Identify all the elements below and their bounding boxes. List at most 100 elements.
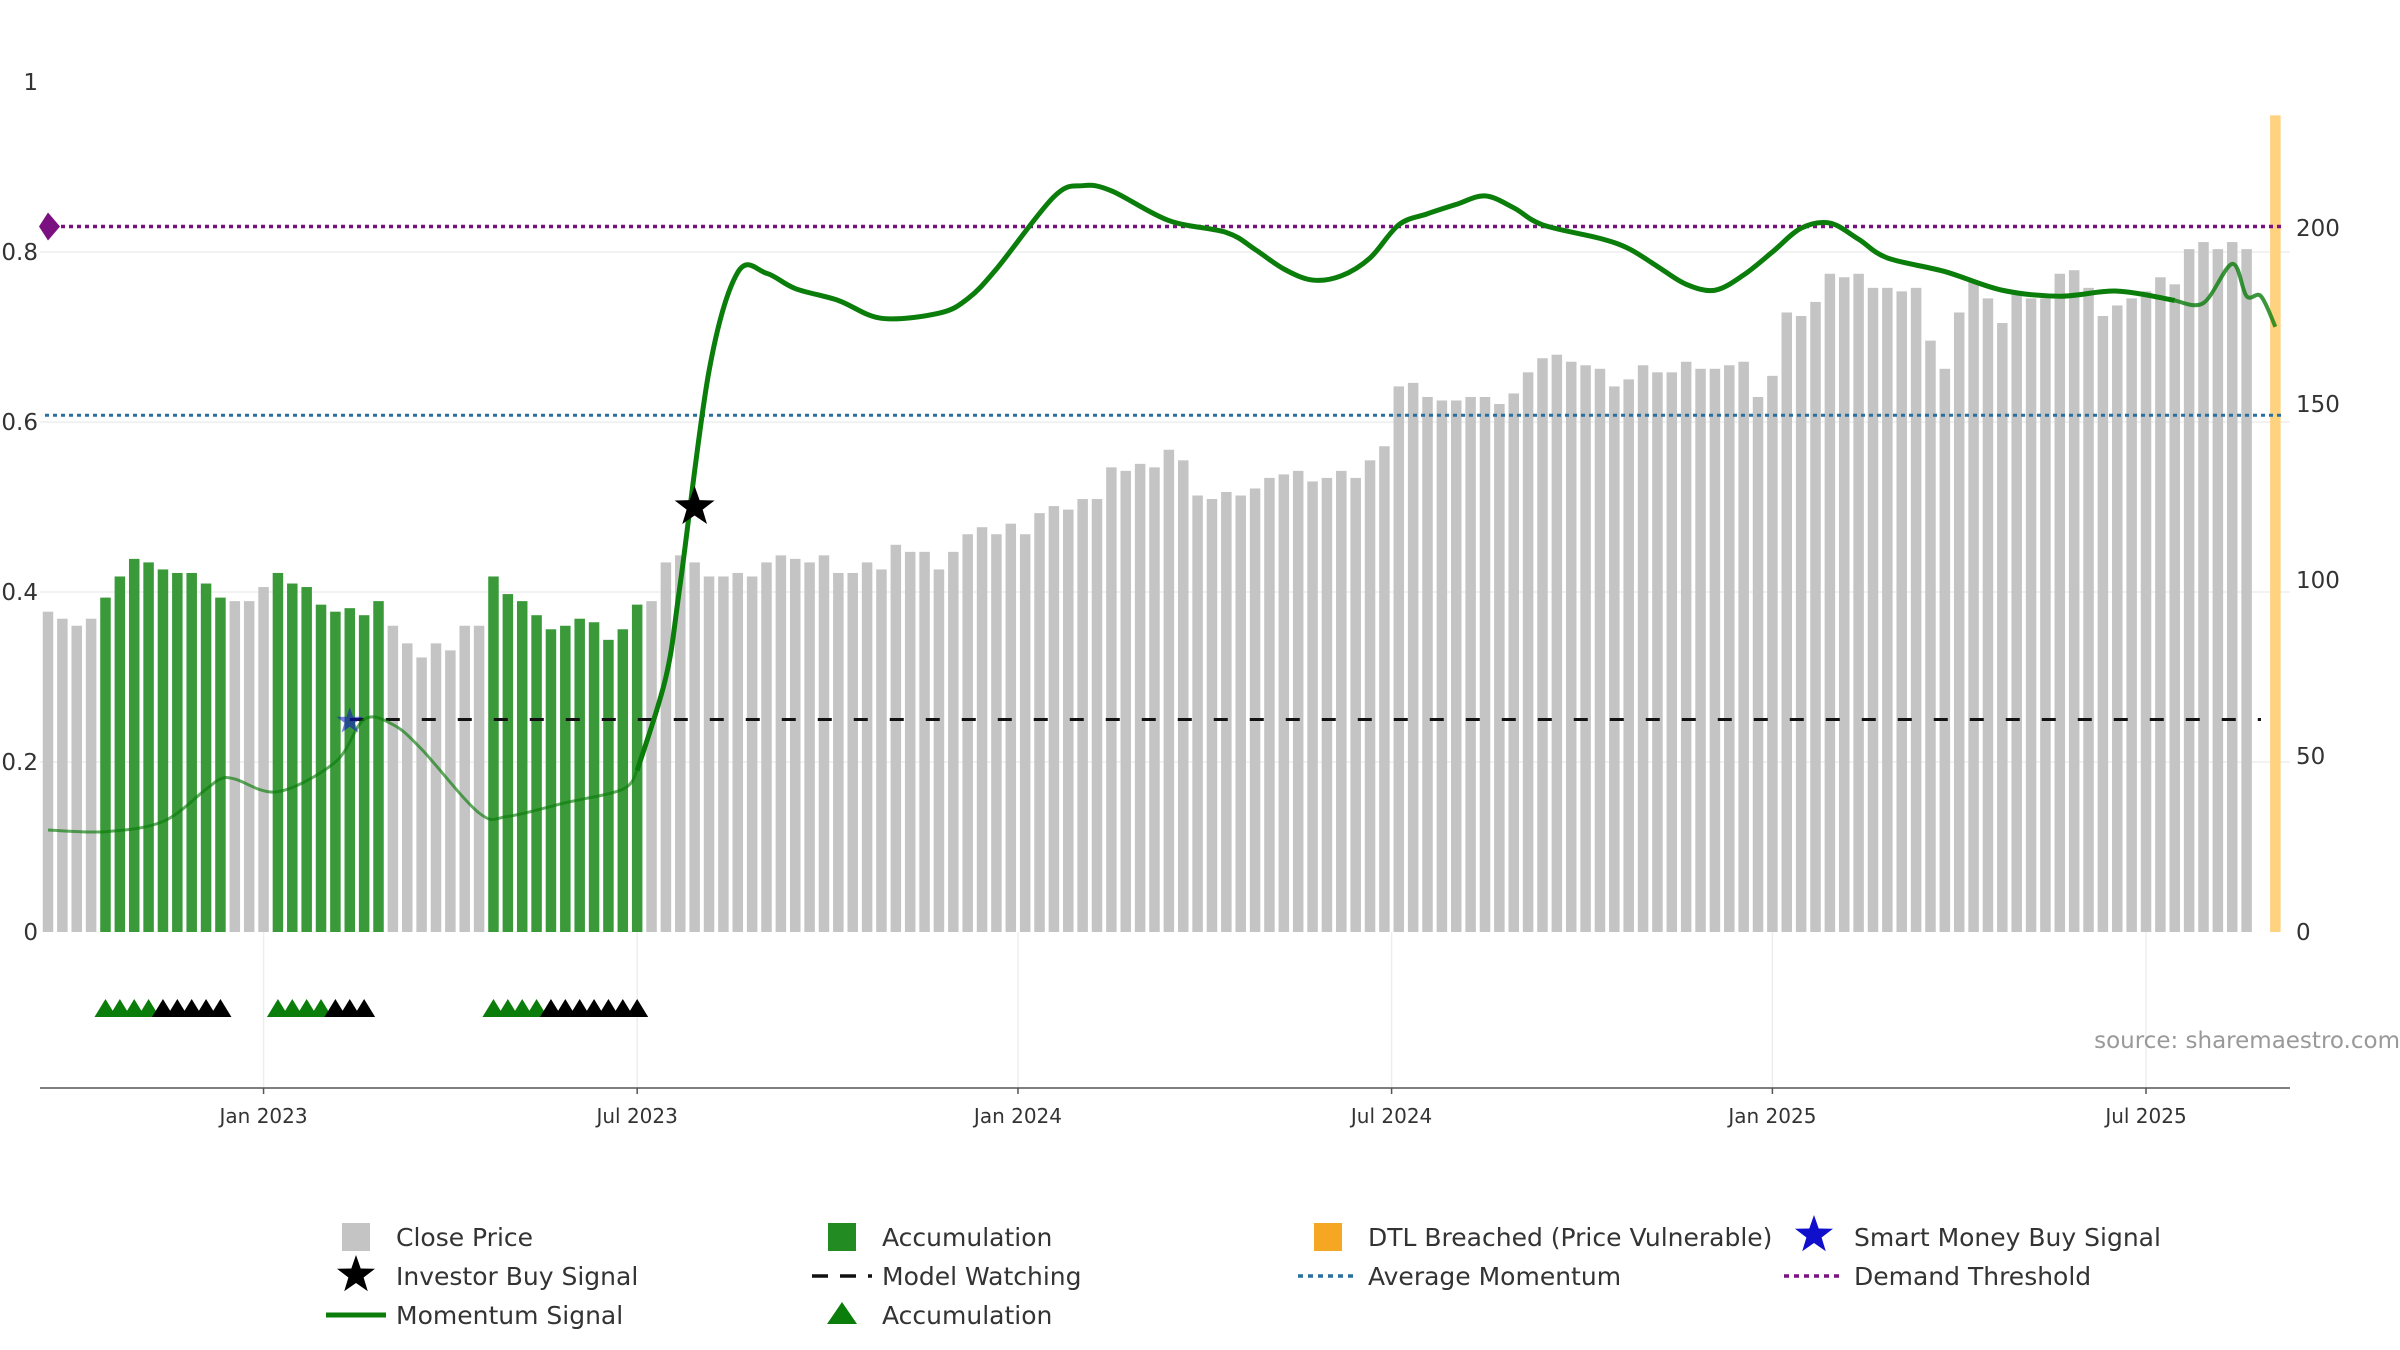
close-price-bar <box>1551 354 1563 933</box>
legend-accumulation-bar-swatch <box>828 1223 856 1251</box>
accumulation-triangle-black <box>583 999 606 1017</box>
close-price-bar <box>876 569 887 932</box>
close-price-bar <box>761 562 772 932</box>
close-price-bar <box>1839 277 1850 932</box>
x-axis-tick-label: Jul 2025 <box>2103 1104 2186 1128</box>
x-axis-tick-label: Jul 2024 <box>1349 1104 1432 1128</box>
momentum-signal-line-faded <box>47 715 639 834</box>
legend-close-price-swatch <box>342 1223 370 1251</box>
accumulation-triangle-green <box>266 999 289 1017</box>
close-price-bar <box>430 643 442 932</box>
close-price-bar <box>1637 365 1649 932</box>
close-price-bar <box>1379 446 1390 932</box>
close-price-bar <box>258 587 269 932</box>
close-price-bar <box>904 551 916 932</box>
close-price-bar <box>718 576 729 932</box>
close-price-bar <box>919 551 930 932</box>
close-price-bar <box>689 562 700 932</box>
close-price-bar <box>1666 372 1678 932</box>
right-axis-tick-label: 50 <box>2296 744 2325 770</box>
close-price-bar <box>1235 495 1246 932</box>
close-price-bar <box>1063 509 1074 932</box>
close-price-bar <box>890 544 902 932</box>
accumulation-triangle-black <box>151 999 174 1017</box>
indicator-lines <box>39 182 2285 834</box>
close-price-bar <box>660 562 672 932</box>
accumulation-bar <box>531 615 542 932</box>
accumulation-bar <box>172 572 183 932</box>
legend-accumulation-triangle-label: Accumulation <box>882 1301 1052 1330</box>
close-price-bar <box>1853 273 1864 932</box>
accumulation-triangle-black <box>539 999 562 1017</box>
accumulation-triangle-black <box>209 999 232 1017</box>
legend-average-momentum-label: Average Momentum <box>1368 1262 1621 1291</box>
axes: 0 0.2 0.4 0.6 0.8 1 0 50 100 150 200 Jan 2023 Jul 20… <box>1 70 2339 1128</box>
close-price-bar <box>1867 287 1879 933</box>
x-axis-tick-label: Jan 2024 <box>972 1104 1062 1128</box>
close-price-bar <box>976 527 988 932</box>
accumulation-triangle-green <box>496 999 519 1017</box>
accumulation-bar <box>287 583 298 932</box>
close-price-bar <box>402 643 413 932</box>
accumulation-triangle-green <box>295 999 318 1017</box>
close-price-bar <box>2183 249 2195 932</box>
x-axis-tick-label: Jan 2025 <box>1726 1104 1816 1128</box>
close-price-bar <box>732 572 744 932</box>
close-price-bar <box>1652 372 1663 932</box>
smart-money-buy-signal-star <box>336 707 364 733</box>
close-price-bar <box>1221 492 1232 932</box>
right-axis-tick-label: 100 <box>2296 568 2340 594</box>
accumulation-triangle-green <box>123 999 146 1017</box>
accumulation-triangle-black <box>611 999 634 1017</box>
close-price-bar <box>1091 499 1103 932</box>
accumulation-bar <box>100 597 111 932</box>
close-price-bar <box>1292 470 1304 932</box>
x-axis-tick-label: Jul 2023 <box>594 1104 677 1128</box>
close-price-bar <box>2097 316 2109 932</box>
close-price-bar <box>833 572 844 932</box>
close-price-bar <box>646 601 657 932</box>
close-price-bar <box>789 558 801 932</box>
accumulation-triangle-green <box>108 999 131 1017</box>
close-price-bar <box>416 657 427 932</box>
accumulation-triangle-black <box>626 999 649 1017</box>
close-price-bar <box>1048 506 1060 932</box>
accumulation-triangle-green <box>525 999 548 1017</box>
accumulation-triangle-green <box>482 999 505 1017</box>
close-price-bar <box>1149 467 1160 932</box>
accumulation-bar <box>545 629 557 932</box>
accumulation-bar <box>373 601 384 932</box>
legend-momentum-signal-label: Momentum Signal <box>396 1301 623 1330</box>
close-price-bar <box>1120 470 1131 932</box>
close-price-bar <box>42 611 54 932</box>
accumulation-bar <box>272 572 284 932</box>
close-price-bar <box>57 618 68 932</box>
left-axis-tick-label: 0.6 <box>1 410 38 436</box>
close-price-bar <box>1953 312 1965 933</box>
legend-demand-threshold-label: Demand Threshold <box>1854 1262 2091 1291</box>
close-price-bar <box>818 555 830 932</box>
accumulation-bar <box>488 576 499 932</box>
accumulation-triangle-black <box>195 999 218 1017</box>
close-price-bar <box>1709 368 1721 932</box>
accumulation-bar <box>588 622 600 932</box>
left-axis-tick-label: 0.8 <box>1 240 38 266</box>
accumulation-triangle-green <box>281 999 304 1017</box>
legend-model-watching-label: Model Watching <box>882 1262 1082 1291</box>
accumulation-bar <box>215 597 226 932</box>
legend-dtl-label: DTL Breached (Price Vulnerable) <box>1368 1223 1772 1252</box>
legend: Close Price Accumulation DTL Breached (Pri… <box>326 1215 2161 1330</box>
close-price-bar <box>2212 249 2224 932</box>
signal-markers <box>336 486 715 733</box>
close-price-bar <box>1997 323 2008 932</box>
close-price-bar <box>1939 368 1951 932</box>
close-price-bar <box>2169 284 2181 932</box>
close-price-bar <box>1580 365 1591 932</box>
close-price-bar <box>1350 477 1361 932</box>
accumulation-triangle-black <box>568 999 591 1017</box>
close-price-bar <box>1925 340 1936 932</box>
close-price-bar <box>861 562 873 932</box>
close-price-bar <box>1508 393 1519 932</box>
close-price-bar <box>1968 280 1979 932</box>
